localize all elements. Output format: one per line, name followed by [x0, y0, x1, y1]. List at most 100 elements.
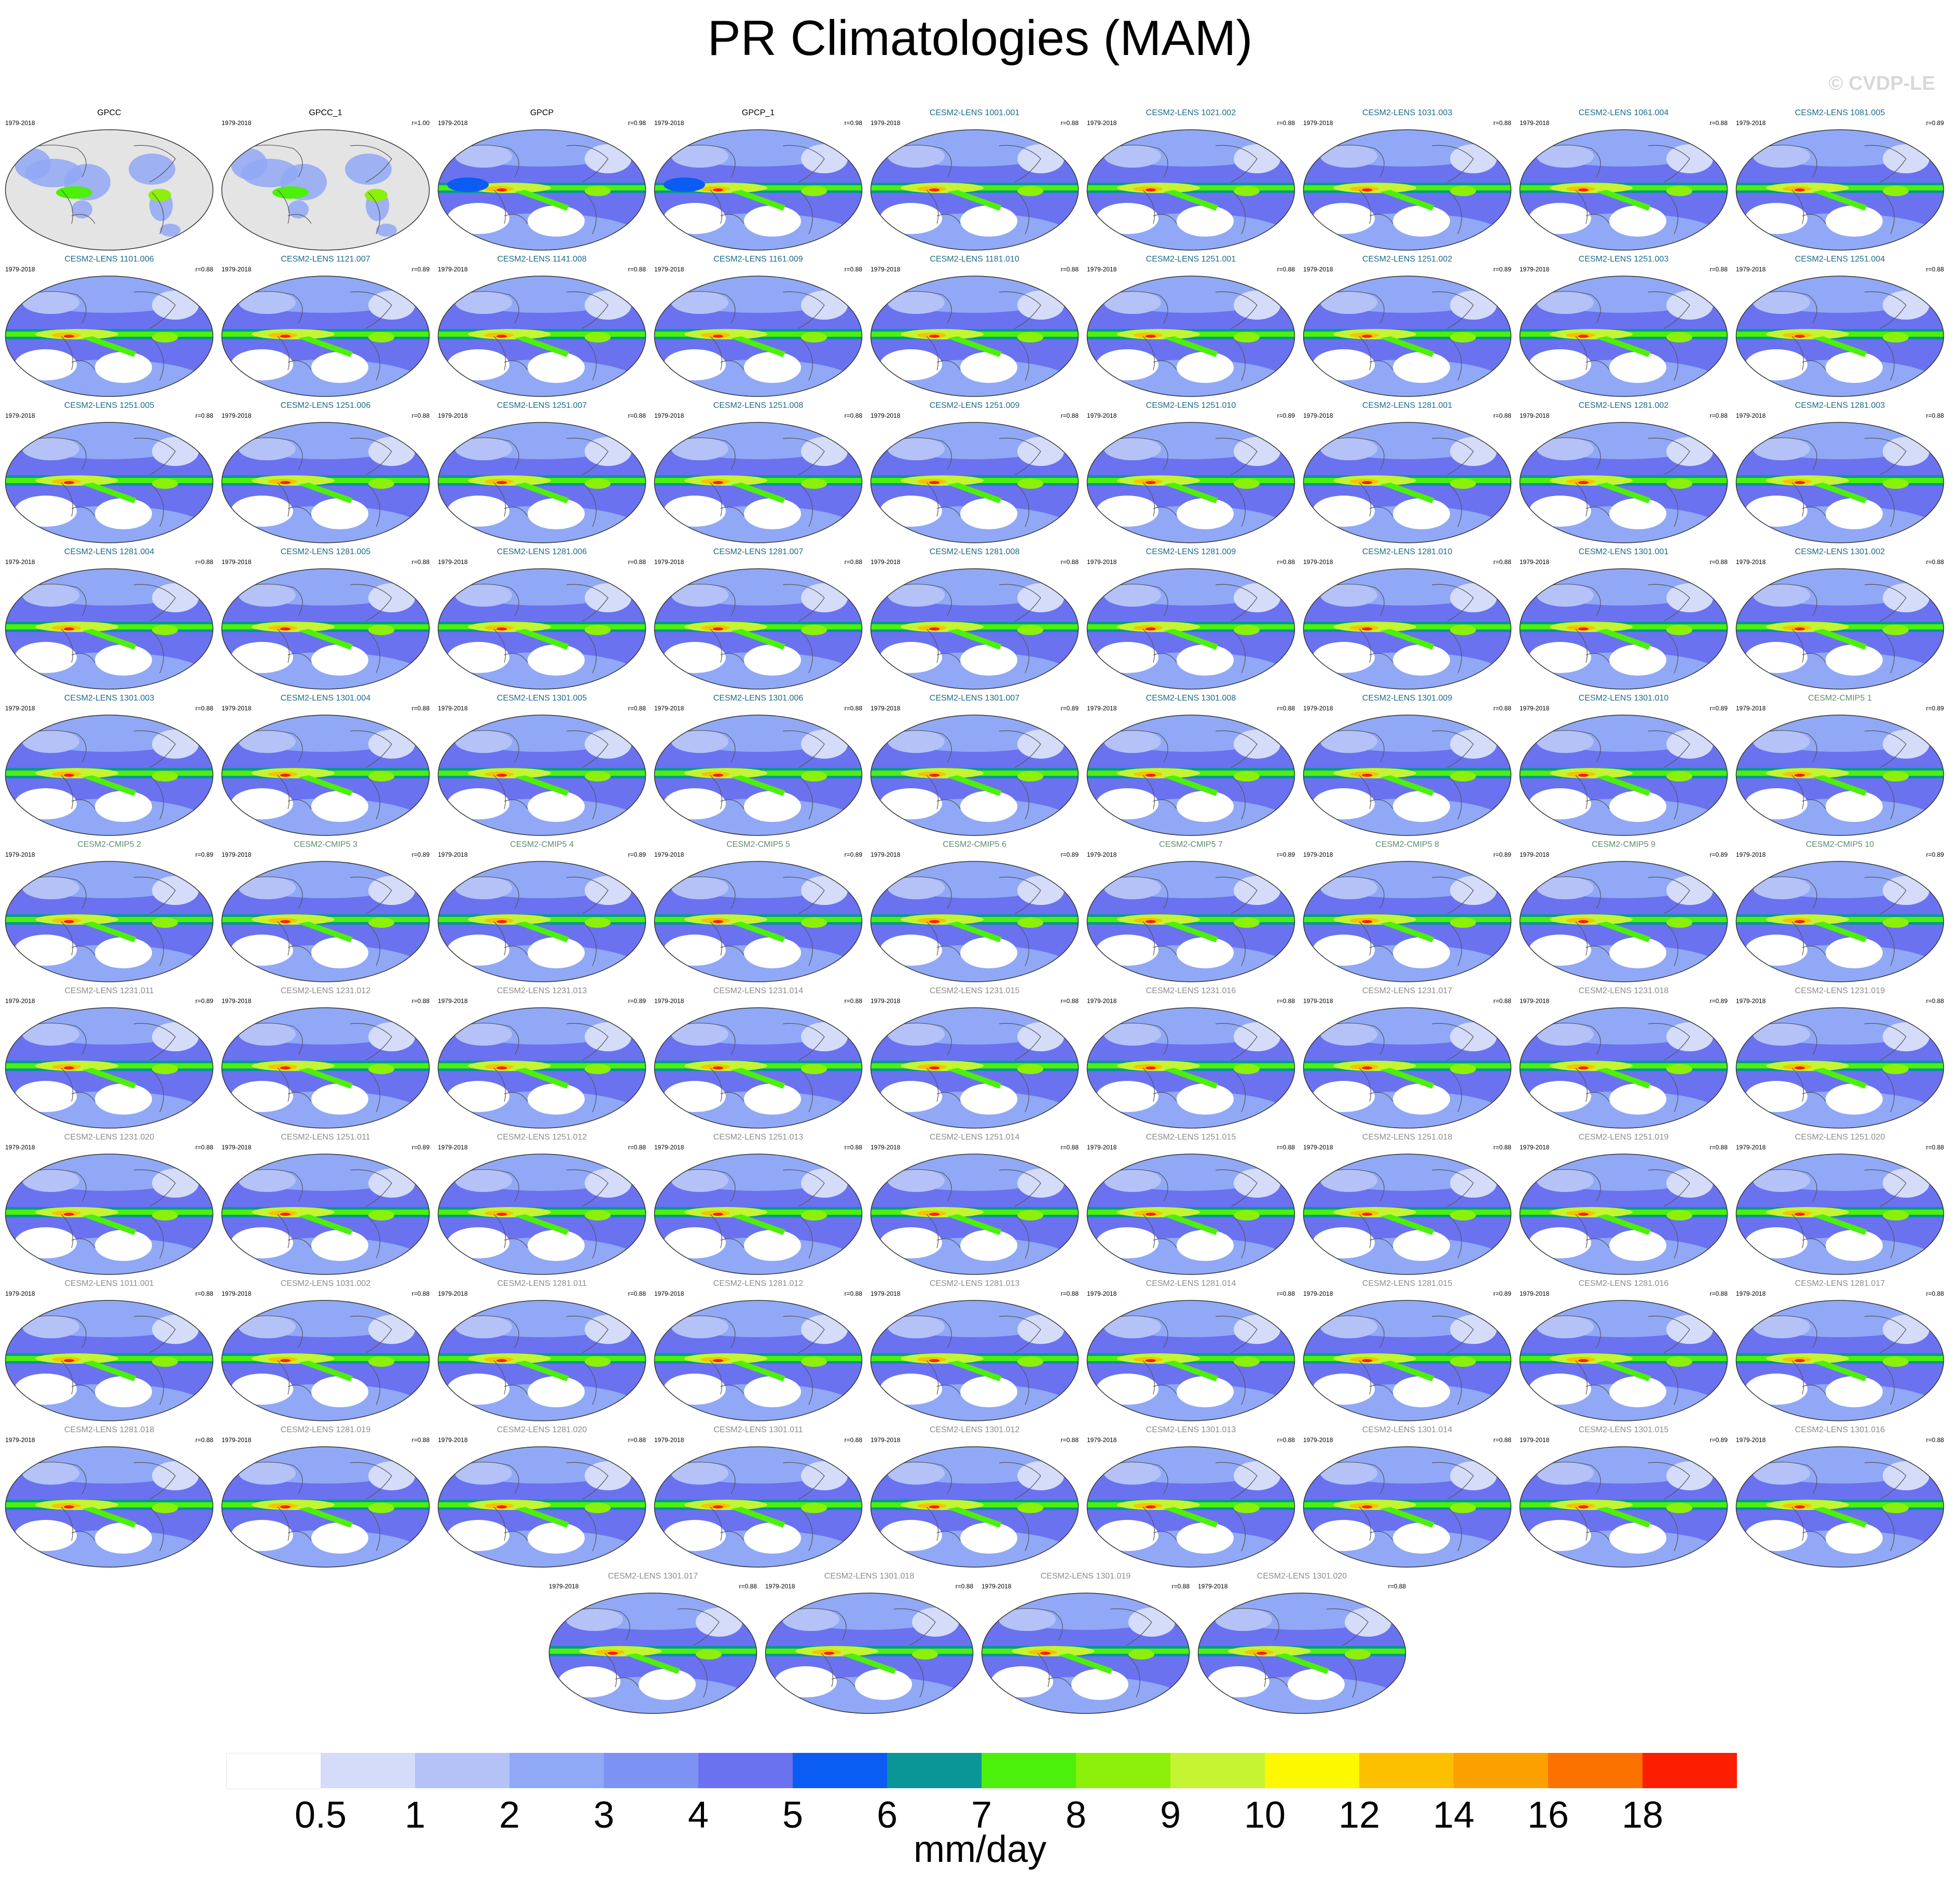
- map-panel: CESM2-LENS 1281.020 1979-2018 r=0.88: [434, 1425, 650, 1572]
- world-map-icon: [653, 1006, 863, 1130]
- panel-period: 1979-2018: [1520, 1436, 1550, 1444]
- panel-period: 1979-2018: [222, 558, 252, 566]
- panel-period: 1979-2018: [222, 705, 252, 712]
- panel-title: CESM2-LENS 1281.002: [1578, 401, 1669, 410]
- panel-correlation: r=0.89: [1493, 851, 1511, 858]
- panel-title: CESM2-LENS 1231.020: [64, 1133, 155, 1142]
- map-panel: CESM2-LENS 1081.005 1979-2018 r=0.89: [1732, 108, 1948, 255]
- map-panel: CESM2-LENS 1161.009 1979-2018 r=0.88: [650, 254, 866, 402]
- panel-correlation: r=0.89: [844, 851, 862, 858]
- world-map-icon: [981, 1591, 1191, 1716]
- world-map-icon: [1519, 274, 1729, 399]
- panel-title: CESM2-LENS 1281.007: [713, 547, 804, 556]
- panel-title: CESM2-LENS 1251.018: [1362, 1133, 1453, 1142]
- panel-title: CESM2-LENS 1301.011: [713, 1425, 803, 1434]
- panel-correlation: r=0.88: [1060, 997, 1079, 1005]
- map-panel: CESM2-LENS 1301.013 1979-2018 r=0.88: [1083, 1425, 1299, 1572]
- panel-title: CESM2-LENS 1281.003: [1795, 401, 1885, 410]
- world-map-icon: [437, 567, 647, 691]
- world-map-icon: [1086, 1298, 1296, 1423]
- panel-correlation: r=0.89: [1060, 851, 1079, 858]
- world-map-icon: [869, 1298, 1080, 1423]
- map-panel: CESM2-LENS 1281.010 1979-2018 r=0.88: [1299, 547, 1515, 694]
- map-panel: CESM2-LENS 1301.014 1979-2018 r=0.88: [1299, 1425, 1515, 1572]
- panel-period: 1979-2018: [1198, 1583, 1228, 1590]
- map-panel: CESM2-LENS 1251.009 1979-2018 r=0.88: [866, 401, 1083, 548]
- panel-period: 1979-2018: [871, 558, 901, 566]
- world-map-icon: [869, 567, 1080, 691]
- world-map-icon: [869, 1152, 1080, 1277]
- panel-correlation: r=0.88: [1277, 1436, 1295, 1444]
- world-map-icon: [548, 1591, 758, 1716]
- panel-correlation: r=0.88: [411, 997, 430, 1005]
- world-map-icon: [437, 128, 647, 252]
- panel-title: CESM2-LENS 1281.006: [496, 547, 587, 556]
- map-panel: CESM2-LENS 1281.007 1979-2018 r=0.88: [650, 547, 866, 694]
- panel-period: 1979-2018: [1736, 1290, 1766, 1297]
- panel-title: CESM2-CMIP5 9: [1592, 840, 1655, 849]
- world-map-icon: [1735, 859, 1945, 984]
- panel-period: 1979-2018: [654, 119, 684, 127]
- panel-title: CESM2-LENS 1231.017: [1362, 986, 1453, 995]
- panel-title: CESM2-LENS 1301.007: [929, 694, 1020, 703]
- panel-title: CESM2-LENS 1011.001: [64, 1279, 154, 1288]
- panel-title: CESM2-LENS 1251.006: [280, 401, 371, 410]
- panel-correlation: r=0.89: [411, 266, 430, 273]
- panel-period: 1979-2018: [1736, 1144, 1766, 1151]
- world-map-icon: [869, 274, 1080, 399]
- panel-title: CESM2-CMIP5 4: [510, 840, 574, 849]
- panel-period: 1979-2018: [1087, 997, 1117, 1005]
- map-panel: CESM2-LENS 1301.007 1979-2018 r=0.89: [866, 693, 1083, 841]
- map-panel: CESM2-LENS 1251.001 1979-2018 r=0.88: [1083, 254, 1299, 402]
- panel-title: CESM2-LENS 1251.010: [1145, 401, 1236, 410]
- panel-correlation: r=0.88: [195, 705, 213, 712]
- panel-period: 1979-2018: [654, 1290, 684, 1297]
- map-panel: CESM2-CMIP5 9 1979-2018 r=0.89: [1515, 840, 1732, 987]
- world-map-icon: [220, 128, 431, 252]
- panel-period: 1979-2018: [1736, 412, 1766, 419]
- panel-period: 1979-2018: [1520, 851, 1550, 858]
- world-map-icon: [437, 1152, 647, 1277]
- panel-period: 1979-2018: [871, 705, 901, 712]
- panel-correlation: r=0.88: [1926, 1144, 1944, 1151]
- world-map-icon: [1519, 713, 1729, 838]
- panel-correlation: r=0.89: [628, 851, 646, 858]
- world-map-icon: [4, 1445, 214, 1569]
- panel-title: CESM2-LENS 1231.016: [1145, 986, 1236, 995]
- map-panel: CESM2-LENS 1301.003 1979-2018 r=0.88: [1, 693, 217, 841]
- map-panel: CESM2-LENS 1301.002 1979-2018 r=0.88: [1732, 547, 1948, 694]
- map-panel: CESM2-CMIP5 4 1979-2018 r=0.89: [434, 840, 650, 987]
- panel-title: CESM2-LENS 1141.008: [497, 255, 587, 264]
- colorbar-swatch: [793, 1753, 887, 1788]
- map-panel: CESM2-LENS 1281.013 1979-2018 r=0.88: [866, 1279, 1083, 1426]
- world-map-icon: [1302, 567, 1512, 691]
- panel-period: 1979-2018: [654, 997, 684, 1005]
- panel-period: 1979-2018: [222, 997, 252, 1005]
- world-map-icon: [1302, 274, 1512, 399]
- world-map-icon: [653, 713, 863, 838]
- panel-correlation: r=0.88: [1388, 1583, 1406, 1590]
- map-panel: CESM2-LENS 1301.004 1979-2018 r=0.88: [217, 693, 434, 841]
- panel-correlation: r=0.89: [195, 851, 213, 858]
- panel-correlation: r=0.89: [1709, 997, 1728, 1005]
- panel-period: 1979-2018: [5, 851, 35, 858]
- world-map-icon: [220, 1006, 431, 1130]
- map-panel: CESM2-LENS 1231.013 1979-2018 r=0.89: [434, 986, 650, 1133]
- map-panel: CESM2-LENS 1141.008 1979-2018 r=0.88: [434, 254, 650, 402]
- panel-title: CESM2-LENS 1301.004: [280, 694, 371, 703]
- world-map-icon: [220, 859, 431, 984]
- panel-period: 1979-2018: [1520, 119, 1550, 127]
- world-map-icon: [1086, 1445, 1296, 1569]
- panel-correlation: r=0.88: [411, 412, 430, 419]
- colorbar-swatch: [604, 1753, 698, 1788]
- panel-period: 1979-2018: [982, 1583, 1012, 1590]
- panel-title: CESM2-LENS 1281.014: [1145, 1279, 1236, 1288]
- panel-period: 1979-2018: [5, 558, 35, 566]
- world-map-icon: [1735, 1298, 1945, 1423]
- world-map-icon: [1735, 1445, 1945, 1569]
- colorbar-swatch: [509, 1753, 604, 1788]
- figure-title: PR Climatologies (MAM): [707, 10, 1253, 66]
- panel-title: CESM2-LENS 1061.004: [1578, 108, 1669, 117]
- panel-title: CESM2-LENS 1281.019: [280, 1425, 371, 1434]
- map-panel: CESM2-LENS 1251.005 1979-2018 r=0.88: [1, 401, 217, 548]
